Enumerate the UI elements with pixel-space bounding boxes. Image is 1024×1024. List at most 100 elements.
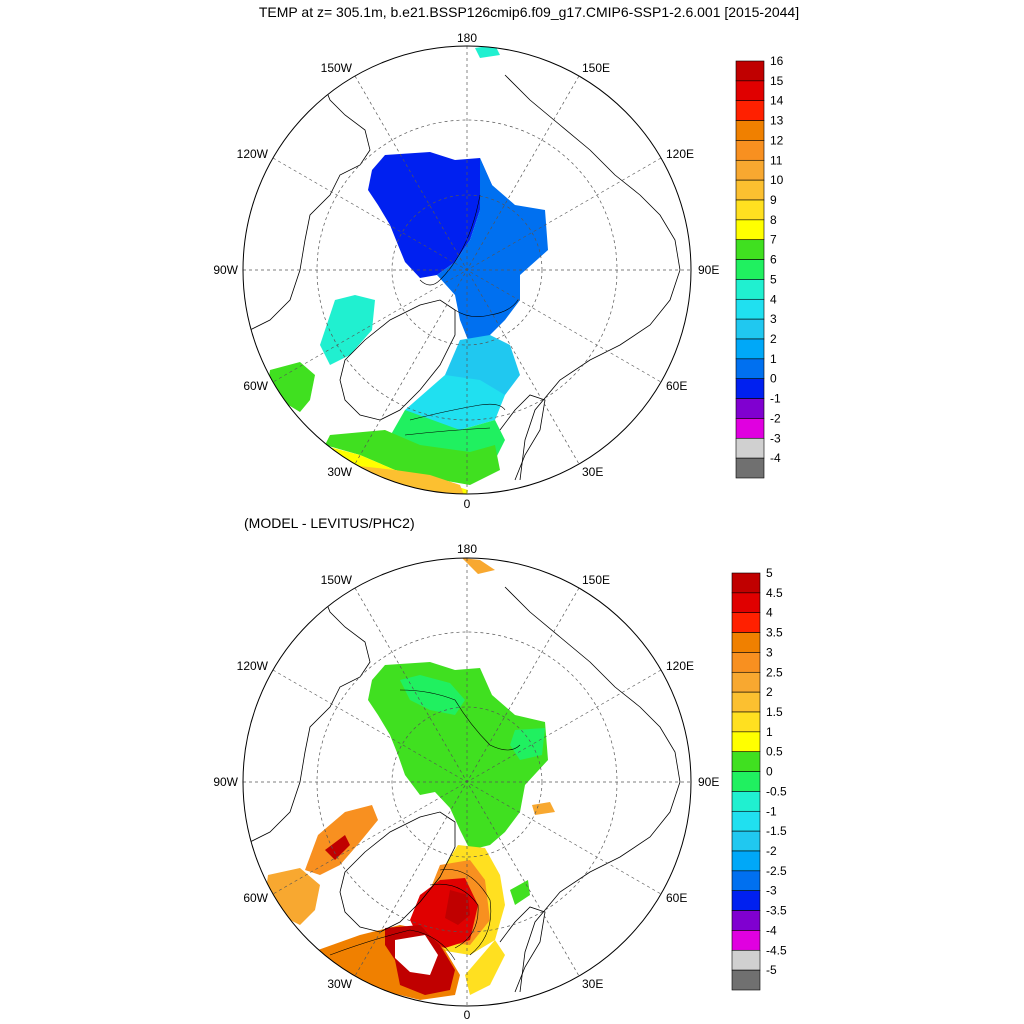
bottom-colorbar-tick-label: 2.5 (766, 665, 783, 679)
top-colorbar-tick-label: -2 (770, 411, 781, 425)
bottom-colorbar-tick-label: -4.5 (766, 943, 787, 957)
top-contour-1 (419, 194, 481, 286)
top-colorbar-tick-label: 15 (770, 74, 784, 88)
top-polar-map: 180 150W 150E 120W 120E 90W 90E 60W 60E … (213, 31, 783, 511)
bottom-colorbar-tick-label: 4.5 (766, 586, 783, 600)
top-colorbar-swatch (735, 100, 765, 121)
bottom-colorbar-tick-label: 4 (766, 606, 773, 620)
top-colorbar-tick-label: 1 (770, 352, 777, 366)
top-map-fill (249, 46, 681, 494)
top-colorbar-swatch (735, 418, 765, 439)
top-lon-label-0: 0 (464, 497, 471, 511)
top-colorbar-tick-label: 10 (770, 173, 784, 187)
bottom-colorbar-tick-label: 0 (766, 765, 773, 779)
top-colorbar-swatch (735, 159, 765, 181)
top-field-labrador-sea (268, 362, 315, 412)
bottom-colorbar-swatch (731, 612, 761, 633)
bottom-colorbar-swatch (731, 791, 761, 812)
bottom-colorbar-swatch (731, 910, 761, 931)
top-colorbar-swatch (735, 437, 765, 459)
bottom-colorbar-tick-label: -1 (766, 804, 777, 818)
bottom-colorbar-tick-label: 2 (766, 685, 773, 699)
top-field-bering-patch (475, 46, 500, 58)
bottom-colorbar-swatch (731, 870, 761, 892)
bottom-colorbar-tick-label: -3.5 (766, 904, 787, 918)
top-colorbar-swatch (735, 179, 765, 201)
top-colorbar-tick-label: 3 (770, 312, 777, 326)
bottom-colorbar-tick-label: -1.5 (766, 824, 787, 838)
bottom-contour-4 (329, 929, 456, 961)
top-colorbar-swatch (735, 80, 765, 102)
bottom-lon-label-30w: 30W (327, 977, 352, 991)
top-colorbar-swatch (735, 279, 765, 300)
top-colorbar-swatch (735, 140, 765, 161)
top-field-nordic-warm (325, 430, 500, 485)
top-field-eurasian-basin (437, 158, 548, 345)
top-colorbar-tick-label: -3 (770, 431, 781, 445)
bottom-lon-label-120w: 120W (237, 659, 269, 673)
top-lon-label-120e: 120E (666, 147, 694, 161)
top-lon-label-30w: 30W (327, 465, 352, 479)
bottom-colorbar-tick-label: -2 (766, 844, 777, 858)
bottom-polar-map: 180 150W 150E 120W 120E 90W 90E 60W 60E … (213, 542, 787, 1022)
bottom-contour-2 (439, 869, 492, 956)
top-colorbar-swatch (735, 199, 765, 221)
bottom-lon-label-150w: 150W (321, 573, 353, 587)
bottom-colorbar-swatch (731, 771, 761, 792)
bottom-colorbar-swatch (731, 830, 761, 852)
top-colorbar-tick-label: 6 (770, 253, 777, 267)
top-colorbar-swatch (735, 120, 765, 141)
bottom-colorbar-swatch (731, 930, 761, 951)
bottom-colorbar-swatch (731, 632, 761, 653)
bottom-colorbar-tick-label: 3 (766, 645, 773, 659)
bottom-colorbar-swatch (731, 949, 761, 971)
bottom-lon-label-120e: 120E (666, 659, 694, 673)
top-colorbar-tick-label: -1 (770, 392, 781, 406)
top-lon-label-120w: 120W (237, 147, 269, 161)
bottom-graticule (243, 558, 691, 1006)
bottom-colorbar-tick-label: -4 (766, 923, 777, 937)
top-colorbar-tick-label: 8 (770, 213, 777, 227)
bottom-field-iceland-mask (395, 935, 438, 975)
bottom-field-nordic-core (445, 890, 470, 925)
bottom-colorbar-tick-label: 1 (766, 725, 773, 739)
top-colorbar-tick-label: 7 (770, 233, 777, 247)
bottom-lon-label-60w: 60W (243, 891, 268, 905)
top-colorbar-swatch (735, 239, 765, 260)
bottom-colorbar: 5 4.5 4 3.5 3 2.5 2 1.5 1 0.5 0 -0.5 -1 -1.5 -2 -2.5 -3 -… (731, 566, 787, 991)
top-coastline-scandinavia (499, 394, 546, 481)
top-colorbar-swatch (735, 60, 765, 82)
top-colorbar-swatch (735, 318, 765, 340)
bottom-map-fill (249, 558, 681, 1000)
top-graticule (243, 46, 691, 494)
top-coastline-north-america (249, 74, 371, 331)
bottom-colorbar-swatch (731, 969, 761, 991)
bottom-lon-label-180: 180 (457, 542, 477, 556)
top-map-boundary (242, 45, 692, 495)
figure-title: TEMP at z= 305.1m, b.e21.BSSP126cmip6.f0… (258, 4, 800, 20)
bottom-colorbar-swatch (731, 592, 761, 614)
bottom-colorbar-tick-label: -2.5 (766, 864, 787, 878)
bottom-colorbar-swatch (731, 731, 761, 753)
top-colorbar-tick-label: 11 (770, 153, 783, 167)
bottom-colorbar-tick-label: 0.5 (766, 745, 783, 759)
top-field-basin-core (368, 152, 492, 278)
bottom-lon-label-90e: 90E (698, 775, 719, 789)
top-colorbar-swatch (735, 378, 765, 399)
top-colorbar-tick-label: 9 (770, 193, 777, 207)
top-colorbar-swatch (735, 259, 765, 280)
top-lon-label-150e: 150E (582, 61, 610, 75)
top-contour-4 (404, 427, 491, 436)
bottom-colorbar-tick-label: -0.5 (766, 784, 787, 798)
top-contour-2 (454, 299, 519, 317)
bottom-colorbar-tick-label: 3.5 (766, 626, 783, 640)
top-colorbar-swatch (735, 219, 765, 241)
bottom-colorbar-swatch (731, 691, 761, 713)
top-field-atlantic-warm (350, 465, 468, 494)
bottom-lon-label-30e: 30E (582, 977, 603, 991)
bottom-colorbar-tick-label: 1.5 (766, 705, 783, 719)
top-colorbar-tick-label: 14 (770, 94, 784, 108)
bottom-colorbar-tick-label: -5 (766, 963, 777, 977)
